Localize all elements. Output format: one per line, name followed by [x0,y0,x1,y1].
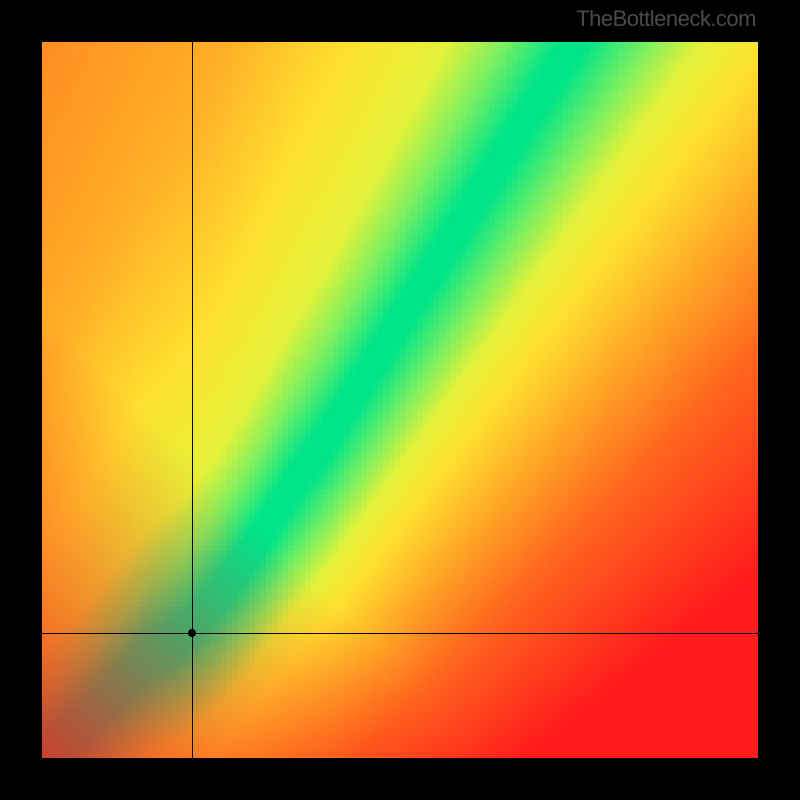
heatmap-canvas [42,42,758,758]
bottleneck-heatmap [42,42,758,758]
crosshair-horizontal [42,633,758,634]
watermark-text: TheBottleneck.com [576,6,756,32]
crosshair-marker [188,629,196,637]
crosshair-vertical [192,42,193,758]
